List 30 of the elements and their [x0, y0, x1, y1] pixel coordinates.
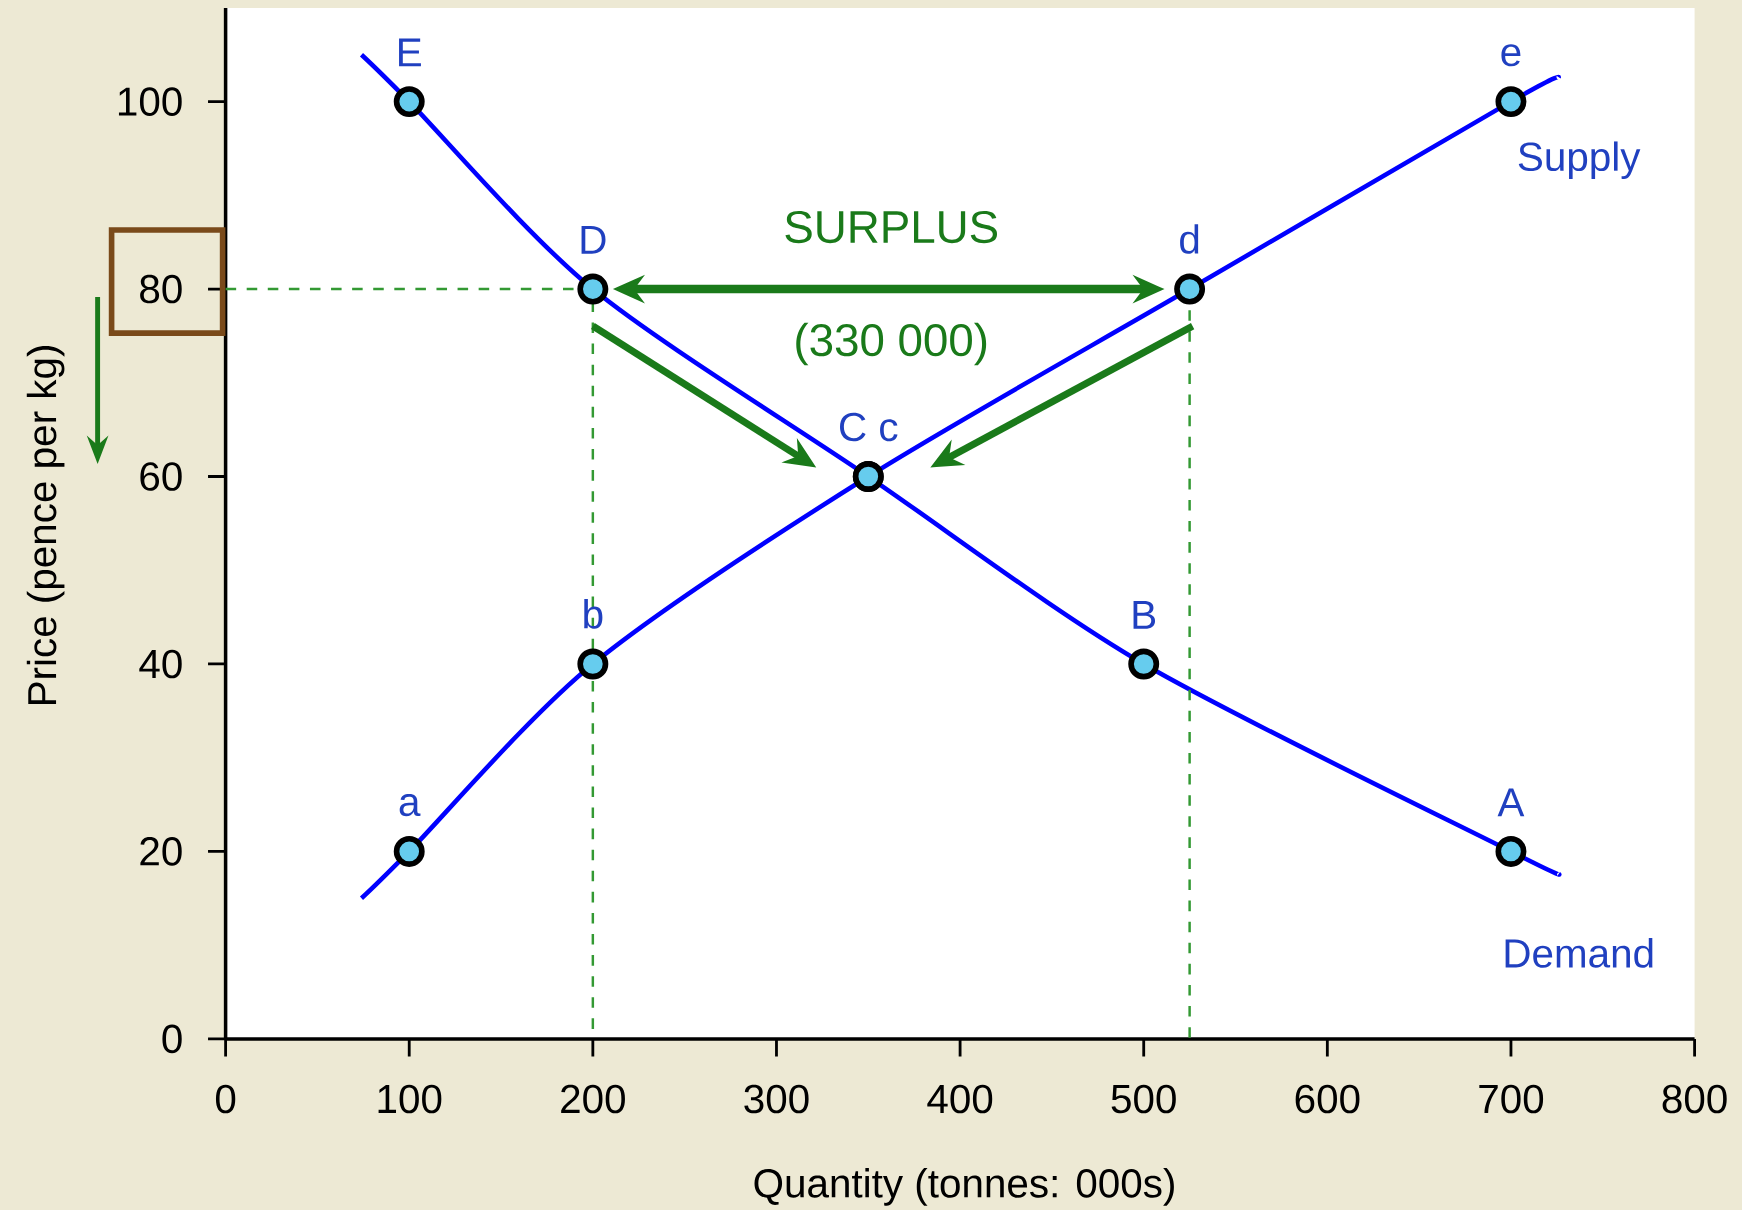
x-tick-label: 200 [561, 1084, 625, 1114]
y-tick-label: 0 [162, 1024, 182, 1054]
annotation: a [399, 794, 421, 817]
annotation: (330 000) [796, 322, 987, 366]
x-tick-label: 600 [1295, 1084, 1360, 1114]
annotation: E [399, 38, 421, 67]
annotation: e [1501, 44, 1521, 67]
x-tick-label: 0 [215, 1084, 236, 1114]
y-tick-label: 60 [140, 462, 182, 491]
y-axis-title: Price (pence per kg) [26, 346, 65, 705]
x-tick-label: 500 [1111, 1084, 1176, 1114]
x-tick-label: 800 [1662, 1084, 1727, 1114]
annotation: SURPLUS [785, 210, 998, 244]
x-tick-label: 400 [927, 1084, 993, 1114]
annotation: A [1497, 788, 1525, 817]
annotation: B [1133, 600, 1156, 629]
y-tick-label: 80 [140, 274, 182, 304]
x-tick-label: 700 [1479, 1084, 1544, 1114]
annotation: d [1180, 224, 1199, 254]
x-axis-title: Quantity (tonnes: 000s) [754, 1168, 1174, 1206]
x-tick-label: 100 [378, 1084, 442, 1114]
series-label: Demand [1505, 938, 1653, 968]
y-tick-label: 40 [139, 649, 182, 679]
x-tick-label: 300 [744, 1084, 809, 1114]
annotation: D [581, 226, 606, 254]
y-tick-label: 100 [118, 87, 182, 116]
annotation: b [584, 599, 603, 629]
y-tick-label: 20 [140, 837, 182, 866]
series-label: Supply [1518, 141, 1641, 180]
annotation: C c [840, 412, 898, 442]
